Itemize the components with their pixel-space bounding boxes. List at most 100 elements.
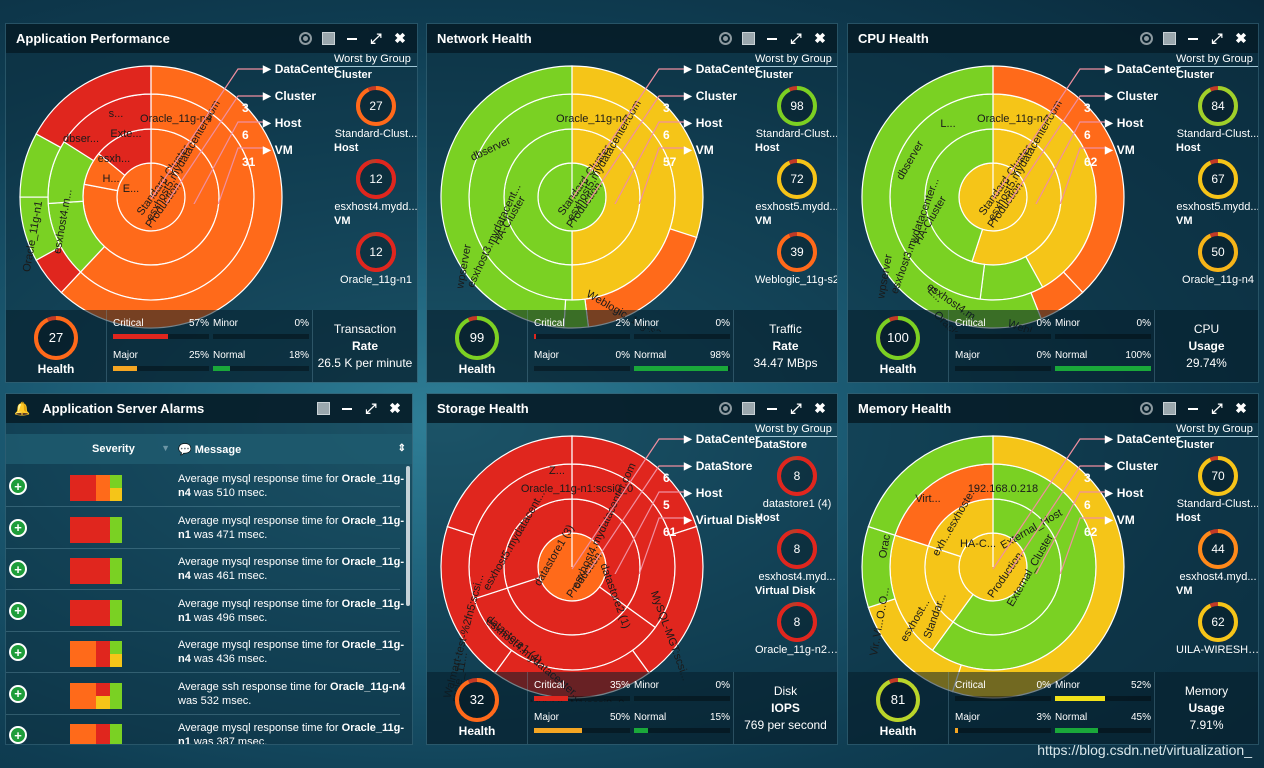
alarm-row[interactable]: + Average ssh response time for Oracle_11… [6, 674, 405, 715]
level-label[interactable]: ▶ DataCenter [1105, 432, 1181, 446]
worst-item-name[interactable]: esxhost5.mydd... [1176, 201, 1259, 213]
sunburst-segment[interactable] [60, 65, 283, 329]
minimize-button[interactable] [765, 32, 779, 46]
worst-gauge[interactable]: 50 [1198, 232, 1238, 272]
radio-target-icon[interactable] [1140, 402, 1153, 415]
level-label[interactable]: ▶ DataCenter [1105, 62, 1181, 76]
expand-plus-icon[interactable]: + [9, 477, 27, 495]
alarm-row[interactable]: + Average mysql response time for Oracle_… [6, 632, 404, 673]
expand-plus-icon[interactable]: + [9, 684, 27, 703]
worst-gauge[interactable]: 84 [1198, 86, 1238, 126]
worst-gauge[interactable]: 39 [777, 232, 817, 272]
expand-button[interactable]: ⤢ [790, 400, 802, 416]
alarm-target[interactable]: Oracle_11g-n4 [178, 639, 405, 665]
expand-button[interactable]: ⤢ [790, 30, 802, 46]
level-label[interactable]: ▶ Virtual Disk [684, 513, 762, 527]
health-cell[interactable]: 27 Health [6, 310, 107, 382]
level-label[interactable]: ▶ VM [263, 143, 293, 157]
close-button[interactable]: ✖ [1235, 30, 1247, 46]
square-button[interactable] [317, 402, 330, 415]
minimize-button[interactable] [1186, 402, 1200, 416]
health-cell[interactable]: 81 Health [848, 672, 949, 744]
close-button[interactable]: ✖ [814, 30, 826, 46]
level-label[interactable]: ▶ Host [263, 116, 301, 130]
square-button[interactable] [1163, 402, 1176, 415]
minimize-button[interactable] [1186, 32, 1200, 46]
level-label[interactable]: ▶ Cluster [684, 89, 737, 103]
alarm-row[interactable]: + Average mysql response time for Oracle_… [6, 591, 404, 632]
worst-gauge[interactable]: 12 [356, 232, 396, 272]
worst-gauge[interactable]: 44 [1198, 529, 1238, 569]
message-column-header[interactable]: 💬 Message ⇕ [178, 443, 406, 456]
severity-column-header[interactable]: Severity ▼ [66, 443, 176, 455]
scrollbar[interactable] [406, 466, 410, 606]
worst-gauge[interactable]: 98 [777, 86, 817, 126]
radio-target-icon[interactable] [719, 402, 732, 415]
worst-item-name[interactable]: Oracle_11g-n2:... [755, 644, 838, 656]
worst-item-name[interactable]: Standard-Clust... [1176, 128, 1259, 140]
minimize-button[interactable] [345, 32, 359, 46]
square-button[interactable] [742, 402, 755, 415]
sunburst-segment[interactable] [446, 435, 573, 536]
level-label[interactable]: ▶ DataCenter [684, 432, 760, 446]
health-cell[interactable]: 100 Health [848, 310, 949, 382]
expand-plus-icon[interactable]: + [9, 518, 27, 537]
worst-item-name[interactable]: datastore1 (4) [762, 498, 832, 510]
expand-button[interactable]: ⤢ [1211, 400, 1223, 416]
alarm-row[interactable]: + Average mysql response time for Oracle_… [6, 715, 404, 744]
level-label[interactable]: ▶ VM [1105, 513, 1135, 527]
alarm-row[interactable]: + Average mysql response time for Oracle_… [6, 549, 404, 590]
level-label[interactable]: ▶ Cluster [263, 89, 316, 103]
square-button[interactable] [1163, 32, 1176, 45]
alarm-target[interactable]: Oracle_11g-n1 [178, 514, 405, 541]
worst-gauge[interactable]: 27 [356, 86, 396, 126]
expand-plus-icon[interactable]: + [9, 726, 27, 744]
radio-target-icon[interactable] [719, 32, 732, 45]
worst-gauge[interactable]: 8 [777, 529, 817, 569]
worst-item-name[interactable]: Standard-Clust... [755, 128, 838, 140]
worst-item-name[interactable]: esxhost4.myd... [758, 571, 836, 583]
worst-gauge[interactable]: 62 [1198, 602, 1238, 642]
square-button[interactable] [742, 32, 755, 45]
level-label[interactable]: ▶ Cluster [1105, 459, 1158, 473]
level-label[interactable]: ▶ DataStore [684, 459, 752, 473]
worst-gauge[interactable]: 70 [1198, 456, 1238, 496]
minimize-button[interactable] [340, 402, 354, 416]
alarm-target[interactable]: Oracle_11g-n1 [178, 722, 405, 745]
worst-gauge[interactable]: 67 [1198, 159, 1238, 199]
radio-target-icon[interactable] [1140, 32, 1153, 45]
alarm-target[interactable]: Oracle_11g-n4 [178, 556, 405, 582]
worst-item-name[interactable]: UILA-WIRESHA... [1176, 644, 1259, 656]
alarm-row[interactable]: + Average mysql response time for Oracle_… [6, 466, 404, 507]
level-label[interactable]: ▶ Host [1105, 116, 1143, 130]
level-label[interactable]: ▶ DataCenter [684, 62, 760, 76]
expand-plus-icon[interactable]: + [9, 643, 27, 661]
close-button[interactable]: ✖ [1235, 400, 1247, 416]
level-label[interactable]: ▶ DataCenter [263, 62, 339, 76]
alarm-target[interactable]: Oracle_11g-n4 [330, 680, 406, 693]
worst-gauge[interactable]: 8 [777, 602, 817, 642]
expand-button[interactable]: ⤢ [1211, 30, 1223, 46]
worst-item-name[interactable]: Standard-Clust... [1176, 498, 1259, 510]
sunburst-segment[interactable] [35, 65, 152, 149]
worst-item-name[interactable]: Weblogic_11g-s2 [755, 274, 838, 286]
level-label[interactable]: ▶ Host [684, 116, 722, 130]
radio-target-icon[interactable] [299, 32, 312, 45]
expand-button[interactable]: ⤢ [365, 400, 377, 416]
expand-plus-icon[interactable]: + [9, 601, 27, 620]
expand-plus-icon[interactable]: + [9, 560, 27, 578]
worst-item-name[interactable]: Oracle_11g-n1 [340, 274, 412, 286]
level-label[interactable]: ▶ Host [684, 486, 722, 500]
worst-gauge[interactable]: 12 [356, 159, 396, 199]
alarm-target[interactable]: Oracle_11g-n1 [178, 597, 405, 624]
health-cell[interactable]: 99 Health [427, 310, 528, 382]
alarm-target[interactable]: Oracle_11g-n4 [178, 473, 405, 499]
health-cell[interactable]: 32 Health [427, 672, 528, 744]
level-label[interactable]: ▶ Cluster [1105, 89, 1158, 103]
worst-item-name[interactable]: esxhost5.mydd... [755, 201, 838, 213]
sunburst-segment[interactable] [867, 435, 994, 536]
worst-item-name[interactable]: esxhost4.mydd... [334, 201, 418, 213]
worst-item-name[interactable]: esxhost4.myd... [1179, 571, 1257, 583]
worst-gauge[interactable]: 8 [777, 456, 817, 496]
